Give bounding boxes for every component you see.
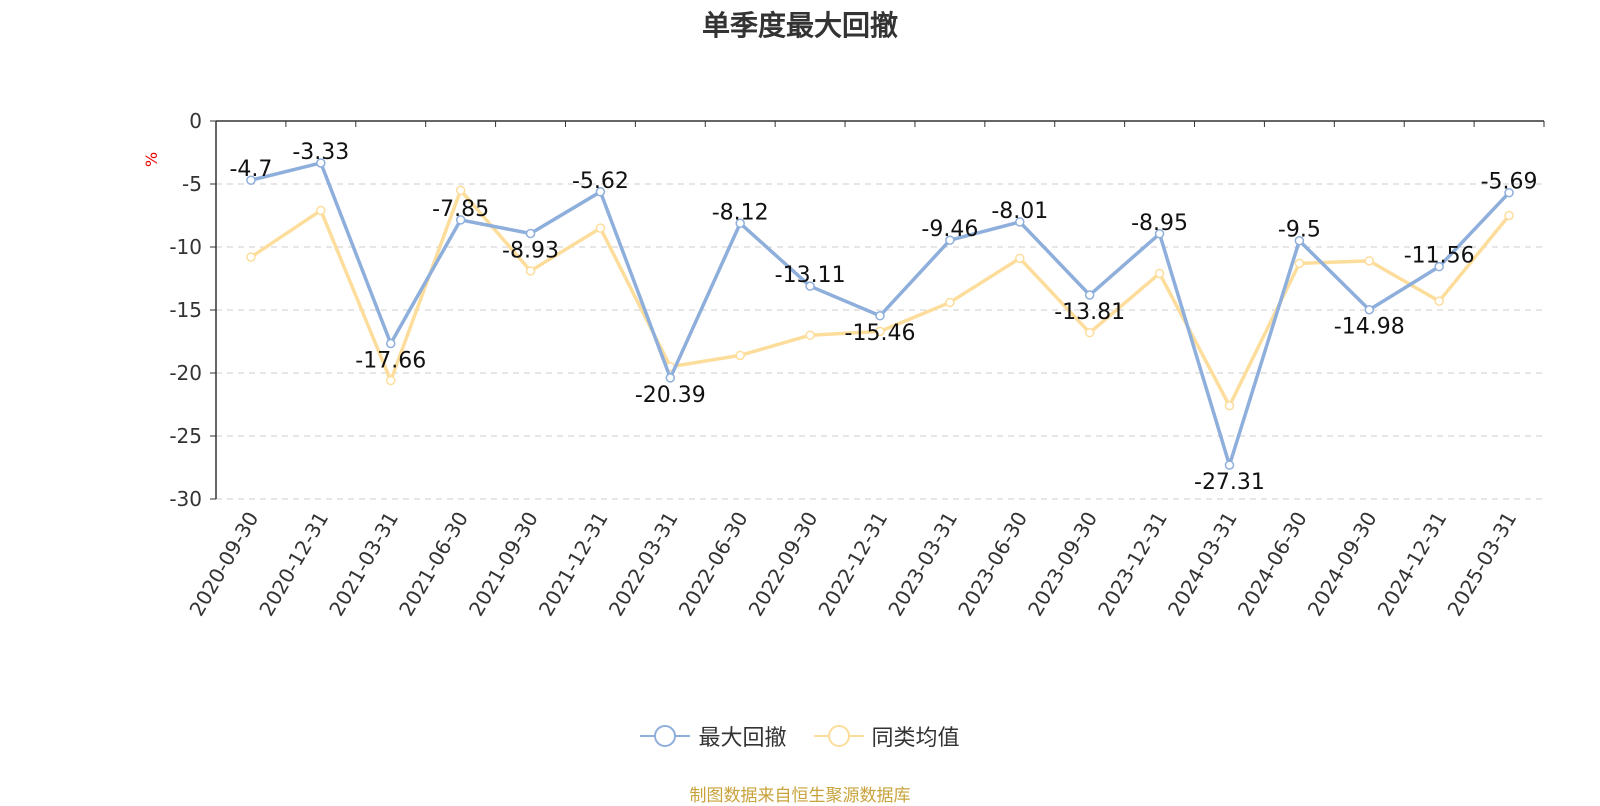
data-label: -9.5 bbox=[1278, 218, 1321, 243]
data-point-peer-average bbox=[1434, 296, 1444, 306]
data-point-peer-average bbox=[805, 330, 815, 340]
legend: 最大回撤 同类均值 bbox=[0, 720, 1600, 754]
data-label: -13.81 bbox=[1054, 300, 1125, 325]
data-point-peer-average bbox=[385, 375, 396, 386]
data-label: -8.01 bbox=[991, 199, 1048, 224]
data-label: -3.33 bbox=[292, 140, 349, 165]
data-label: -14.98 bbox=[1334, 315, 1405, 340]
data-point-drawdown bbox=[805, 281, 815, 291]
data-label: -5.69 bbox=[1481, 170, 1538, 195]
legend-label: 最大回撤 bbox=[698, 726, 787, 751]
data-point-peer-average bbox=[246, 252, 256, 262]
y-tick-label: -20 bbox=[169, 361, 202, 385]
x-tick-label: 2022-06-30 bbox=[674, 508, 753, 621]
data-point-drawdown bbox=[1364, 304, 1375, 315]
data-point-drawdown bbox=[1015, 217, 1025, 227]
data-point-drawdown bbox=[1154, 229, 1165, 239]
data-point-peer-average bbox=[1504, 210, 1514, 221]
data-point-drawdown bbox=[316, 158, 326, 168]
data-point-peer-average bbox=[735, 350, 745, 361]
x-tick-label: 2023-06-30 bbox=[953, 508, 1032, 621]
data-point-peer-average bbox=[1294, 258, 1305, 269]
y-tick-label: -30 bbox=[169, 487, 202, 511]
data-point-drawdown bbox=[875, 311, 885, 321]
data-label: -17.66 bbox=[355, 349, 426, 374]
data-label: -27.31 bbox=[1194, 470, 1265, 495]
x-tick-label: 2023-09-30 bbox=[1023, 508, 1102, 621]
legend-item-drawdown[interactable]: 最大回撤 bbox=[640, 720, 787, 752]
data-point-peer-average bbox=[316, 205, 326, 216]
data-label: -5.62 bbox=[572, 169, 629, 194]
data-label: -13.11 bbox=[775, 263, 846, 288]
data-point-drawdown bbox=[1504, 187, 1514, 198]
data-point-peer-average bbox=[1015, 253, 1025, 264]
y-tick-label: -15 bbox=[169, 298, 202, 322]
data-label: -7.85 bbox=[432, 197, 489, 222]
x-tick-label: 2024-03-31 bbox=[1163, 508, 1242, 621]
data-point-peer-average bbox=[875, 326, 885, 337]
data-label: -4.7 bbox=[229, 157, 272, 182]
data-point-peer-average bbox=[1224, 401, 1235, 411]
legend-label: 同类均值 bbox=[871, 726, 960, 751]
data-point-drawdown bbox=[1294, 235, 1305, 246]
data-label: -8.12 bbox=[712, 200, 769, 225]
x-tick-label: 2025-03-31 bbox=[1442, 508, 1521, 621]
chart-title: 单季度最大回撤 bbox=[701, 9, 898, 42]
data-label: -11.56 bbox=[1404, 244, 1475, 269]
y-tick-label: -5 bbox=[182, 172, 202, 196]
x-tick-label: 2024-06-30 bbox=[1233, 508, 1312, 621]
data-point-drawdown bbox=[1084, 290, 1095, 300]
x-tick-label: 2022-09-30 bbox=[744, 508, 823, 621]
x-tick-label: 2022-12-31 bbox=[813, 508, 892, 621]
data-point-drawdown bbox=[385, 338, 396, 349]
x-tick-label: 2021-12-31 bbox=[534, 508, 613, 621]
data-label: -15.46 bbox=[845, 321, 916, 346]
data-label: -8.95 bbox=[1131, 211, 1188, 236]
data-point-drawdown bbox=[595, 187, 606, 197]
data-point-peer-average bbox=[1364, 256, 1375, 266]
data-point-peer-average bbox=[945, 297, 955, 308]
x-tick-label: 2022-03-31 bbox=[604, 508, 683, 621]
data-point-peer-average bbox=[1084, 327, 1095, 338]
data-point-peer-average bbox=[455, 185, 466, 196]
x-tick-label: 2021-03-31 bbox=[324, 507, 403, 620]
data-point-drawdown bbox=[525, 228, 536, 239]
data-point-drawdown bbox=[455, 215, 466, 225]
data-point-drawdown bbox=[246, 175, 256, 185]
x-tick-label: 2024-12-31 bbox=[1373, 508, 1452, 621]
x-tick-label: 2024-09-30 bbox=[1303, 508, 1382, 621]
data-point-drawdown bbox=[1224, 460, 1235, 470]
x-tick-label: 2020-12-31 bbox=[254, 508, 333, 621]
legend-line-circle-icon bbox=[640, 725, 691, 747]
data-point-peer-average bbox=[595, 223, 606, 233]
x-tick-label: 2023-12-31 bbox=[1093, 508, 1172, 621]
data-point-peer-average bbox=[525, 266, 536, 276]
y-tick-label: -10 bbox=[169, 235, 202, 259]
legend-item-peer-average[interactable]: 同类均值 bbox=[813, 720, 960, 752]
data-label: -9.46 bbox=[921, 217, 978, 242]
data-point-drawdown bbox=[1434, 261, 1444, 272]
x-tick-label: 2023-03-31 bbox=[883, 508, 962, 621]
data-source-note: 制图数据来自恒生聚源数据库 bbox=[689, 786, 911, 806]
data-point-drawdown bbox=[735, 218, 745, 229]
y-tick-label: -25 bbox=[169, 424, 202, 448]
data-point-drawdown bbox=[665, 373, 676, 383]
x-tick-label: 2021-06-30 bbox=[394, 508, 473, 621]
legend-line-circle-icon bbox=[813, 725, 864, 747]
data-label: -20.39 bbox=[635, 383, 706, 408]
data-point-drawdown bbox=[945, 235, 955, 245]
line-chart: 0-5-10-15-20-25-302020-09-302020-12-3120… bbox=[169, 109, 1545, 621]
data-label: -8.93 bbox=[502, 239, 559, 264]
y-tick-label: 0 bbox=[189, 109, 202, 133]
data-point-peer-average bbox=[1154, 268, 1165, 279]
x-tick-label: 2020-09-30 bbox=[184, 508, 263, 621]
x-tick-label: 2021-09-30 bbox=[464, 508, 543, 621]
